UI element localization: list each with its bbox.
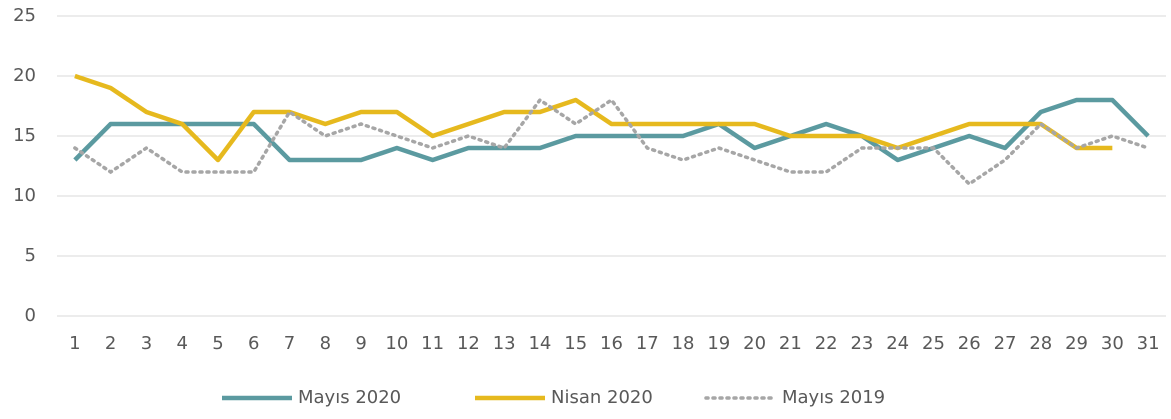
x-tick-label: 26 (958, 333, 981, 354)
x-tick-label: 6 (248, 333, 259, 354)
x-tick-label: 25 (922, 333, 945, 354)
x-tick-label: 21 (779, 333, 802, 354)
x-tick-label: 11 (421, 333, 444, 354)
y-tick-label: 20 (13, 65, 36, 86)
x-tick-label: 9 (355, 333, 366, 354)
legend-label: Mayıs 2019 (782, 387, 885, 408)
series-line (73, 97, 1150, 163)
legend-label: Nisan 2020 (551, 387, 653, 408)
x-tick-label: 4 (176, 333, 187, 354)
x-tick-label: 8 (320, 333, 331, 354)
x-tick-label: 28 (1029, 333, 1052, 354)
y-tick-label: 0 (25, 305, 36, 326)
x-tick-label: 3 (141, 333, 152, 354)
x-tick-label: 17 (636, 333, 659, 354)
x-tick-label: 13 (493, 333, 516, 354)
x-tick-label: 1 (69, 333, 80, 354)
x-tick-label: 27 (994, 333, 1017, 354)
x-tick-label: 5 (212, 333, 223, 354)
x-tick-label: 20 (743, 333, 766, 354)
series-line (74, 73, 1113, 163)
x-tick-label: 2 (105, 333, 116, 354)
y-tick-label: 5 (25, 245, 36, 266)
x-tick-label: 24 (886, 333, 909, 354)
legend-label: Mayıs 2020 (298, 387, 401, 408)
y-tick-label: 25 (13, 5, 36, 26)
series-line (73, 97, 1150, 187)
x-tick-label: 14 (528, 333, 551, 354)
x-tick-label: 7 (284, 333, 295, 354)
x-tick-label: 23 (850, 333, 873, 354)
x-tick-label: 10 (385, 333, 408, 354)
x-tick-label: 12 (457, 333, 480, 354)
x-tick-label: 30 (1101, 333, 1124, 354)
x-tick-label: 16 (600, 333, 623, 354)
x-tick-label: 31 (1137, 333, 1160, 354)
y-tick-label: 15 (13, 125, 36, 146)
x-tick-label: 29 (1065, 333, 1088, 354)
y-tick-label: 10 (13, 185, 36, 206)
x-tick-label: 19 (707, 333, 730, 354)
x-tick-label: 18 (672, 333, 695, 354)
x-tick-label: 22 (815, 333, 838, 354)
x-tick-label: 15 (564, 333, 587, 354)
